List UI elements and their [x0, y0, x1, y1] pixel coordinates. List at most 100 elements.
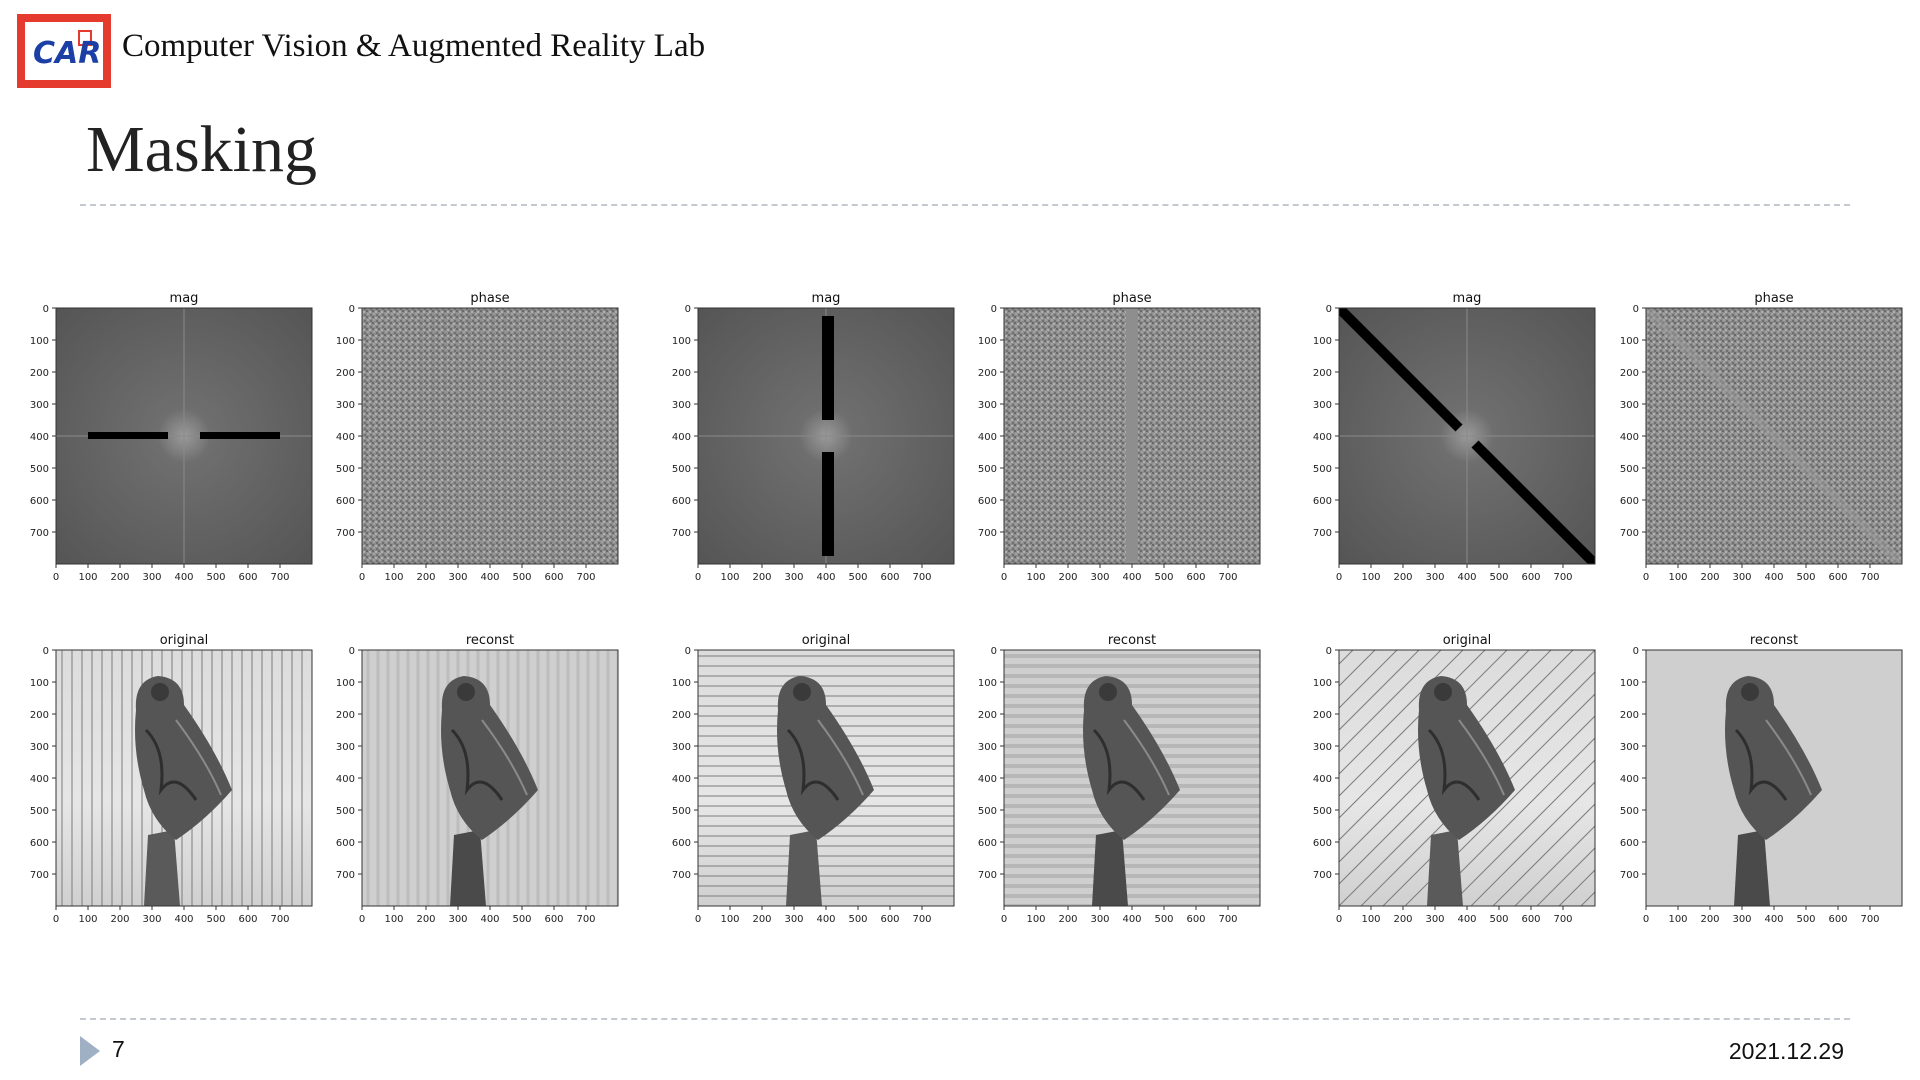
x-tick-label: 0: [1001, 572, 1007, 583]
x-tick-label: 200: [752, 914, 771, 925]
panel-title: reconst: [1750, 633, 1798, 648]
x-tick-label: 0: [53, 572, 59, 583]
y-tick-label: 300: [978, 400, 997, 411]
y-tick-label: 300: [1313, 742, 1332, 753]
svg-text:CAR: CAR: [33, 36, 99, 71]
y-tick-label: 500: [336, 464, 355, 475]
y-tick-label: 100: [1313, 678, 1332, 689]
y-tick-label: 600: [30, 838, 49, 849]
x-tick-label: 100: [1361, 914, 1380, 925]
title-divider: [80, 204, 1850, 206]
slide-date: 2021.12.29: [1728, 1038, 1844, 1064]
x-tick-label: 300: [142, 914, 161, 925]
y-tick-label: 200: [30, 710, 49, 721]
x-tick-label: 300: [1732, 572, 1751, 583]
x-tick-label: 600: [544, 572, 563, 583]
y-tick-label: 0: [1326, 304, 1332, 315]
panel-5: mag 0 100 200 300 400 500 600 700 0 100 200 300 400 50…: [1313, 291, 1596, 583]
x-tick-label: 200: [1700, 572, 1719, 583]
y-tick-label: 100: [336, 336, 355, 347]
y-tick-label: 500: [30, 464, 49, 475]
x-tick-label: 0: [1643, 914, 1649, 925]
x-tick-label: 0: [1336, 914, 1342, 925]
lab-logo: CAR: [17, 14, 111, 88]
x-tick-label: 0: [359, 914, 365, 925]
footer-divider: [80, 1018, 1850, 1020]
y-tick-label: 400: [672, 774, 691, 785]
y-tick-label: 300: [30, 400, 49, 411]
x-tick-label: 500: [1154, 572, 1173, 583]
x-tick-label: 500: [206, 914, 225, 925]
x-tick-label: 600: [544, 914, 563, 925]
x-tick-label: 0: [695, 572, 701, 583]
y-tick-label: 200: [1620, 710, 1639, 721]
y-tick-label: 100: [672, 336, 691, 347]
y-tick-label: 600: [978, 838, 997, 849]
y-tick-label: 700: [1620, 870, 1639, 881]
y-tick-label: 0: [1633, 646, 1639, 657]
x-tick-label: 0: [53, 914, 59, 925]
y-tick-label: 400: [30, 774, 49, 785]
y-tick-label: 300: [672, 400, 691, 411]
x-tick-label: 700: [912, 572, 931, 583]
y-tick-label: 600: [672, 496, 691, 507]
y-tick-label: 700: [1620, 528, 1639, 539]
x-tick-label: 300: [784, 914, 803, 925]
x-tick-label: 500: [1489, 914, 1508, 925]
footer-arrow-icon: [80, 1036, 100, 1071]
y-tick-label: 100: [1620, 336, 1639, 347]
y-tick-label: 200: [336, 710, 355, 721]
x-tick-label: 400: [480, 914, 499, 925]
y-tick-label: 400: [978, 774, 997, 785]
x-tick-label: 100: [1668, 572, 1687, 583]
x-tick-label: 500: [1796, 914, 1815, 925]
x-tick-label: 400: [174, 572, 193, 583]
x-tick-label: 300: [448, 572, 467, 583]
masking-figure: mag 0 100 200 300 400 500 600 700 0 100 200 300 400 50…: [30, 291, 1903, 925]
y-tick-label: 500: [672, 464, 691, 475]
y-tick-label: 400: [30, 432, 49, 443]
y-tick-label: 0: [43, 646, 49, 657]
x-tick-label: 500: [206, 572, 225, 583]
x-tick-label: 700: [1553, 572, 1572, 583]
x-tick-label: 200: [1058, 572, 1077, 583]
x-tick-label: 400: [1764, 572, 1783, 583]
x-tick-label: 700: [1860, 914, 1879, 925]
y-tick-label: 400: [336, 774, 355, 785]
panel-4: phase 0 100 200 300 400 500 600 700 0 100 200 300 400…: [978, 291, 1261, 583]
y-tick-label: 600: [1313, 838, 1332, 849]
x-tick-label: 600: [238, 572, 257, 583]
panel-title: mag: [1453, 291, 1482, 306]
x-tick-label: 200: [110, 914, 129, 925]
x-tick-label: 100: [384, 572, 403, 583]
panel-title: original: [160, 633, 209, 648]
figure-grid: mag 0 100 200 300 400 500 600 700 0 100 200 300 400 50…: [0, 280, 1920, 935]
x-tick-label: 500: [1796, 572, 1815, 583]
y-tick-label: 700: [30, 870, 49, 881]
y-tick-label: 200: [978, 710, 997, 721]
x-tick-label: 0: [1643, 572, 1649, 583]
y-tick-label: 300: [1313, 400, 1332, 411]
page-number: 7: [112, 1036, 125, 1062]
y-tick-label: 700: [978, 528, 997, 539]
y-tick-label: 100: [978, 336, 997, 347]
y-tick-label: 200: [978, 368, 997, 379]
x-tick-label: 200: [416, 914, 435, 925]
y-tick-label: 500: [1313, 806, 1332, 817]
x-tick-label: 300: [1090, 572, 1109, 583]
x-tick-label: 600: [238, 914, 257, 925]
panel-title: original: [1443, 633, 1492, 648]
x-tick-label: 200: [1058, 914, 1077, 925]
x-tick-label: 600: [1521, 572, 1540, 583]
y-tick-label: 500: [1313, 464, 1332, 475]
lab-logo-mark: CAR: [25, 22, 103, 80]
x-tick-label: 100: [1361, 572, 1380, 583]
y-tick-label: 400: [1620, 432, 1639, 443]
panel-8: reconst 0 100 200 300 400 500 600 700 0 100 200 300 4…: [336, 633, 619, 925]
y-tick-label: 200: [1313, 368, 1332, 379]
x-tick-label: 500: [848, 572, 867, 583]
y-tick-label: 200: [336, 368, 355, 379]
x-tick-label: 300: [1425, 914, 1444, 925]
y-tick-label: 200: [672, 710, 691, 721]
panel-1: mag 0 100 200 300 400 500 600 700 0 100 200 300 400 50…: [30, 291, 313, 583]
